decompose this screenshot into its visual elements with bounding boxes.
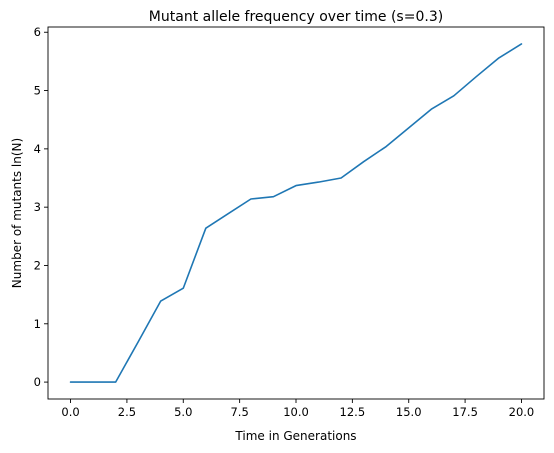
x-tick-label: 10.0	[283, 405, 309, 419]
x-tick-label: 2.5	[118, 405, 136, 419]
x-tick-label: 17.5	[452, 405, 478, 419]
y-axis-ticks: 0 1 2 3 4 5 6	[34, 25, 48, 389]
x-tick-label: 5.0	[174, 405, 192, 419]
y-tick-label: 0	[34, 375, 41, 389]
x-tick-label: 7.5	[230, 405, 248, 419]
x-tick-label: 12.5	[340, 405, 366, 419]
y-tick-label: 4	[34, 142, 41, 156]
series-layer	[69, 43, 523, 383]
chart-title: Mutant allele frequency over time (s=0.3…	[149, 9, 443, 25]
y-tick-label: 5	[34, 84, 41, 98]
y-tick-label: 1	[34, 317, 41, 331]
y-axis-label: Number of mutants ln(N)	[10, 138, 24, 288]
plot-frame	[47, 26, 545, 400]
series-line-0	[69, 43, 523, 383]
x-tick-label: 20.0	[509, 405, 535, 419]
x-axis-ticks: 0.0 2.5 5.0 7.5 10.0 12.5 15.0 17.5 20.0	[61, 399, 534, 419]
y-tick-label: 6	[34, 25, 41, 39]
y-tick-label: 3	[34, 200, 41, 214]
x-tick-label: 15.0	[396, 405, 422, 419]
y-tick-label: 2	[34, 258, 41, 272]
x-tick-label: 0.0	[61, 405, 79, 419]
x-axis-label: Time in Generations	[234, 429, 356, 443]
